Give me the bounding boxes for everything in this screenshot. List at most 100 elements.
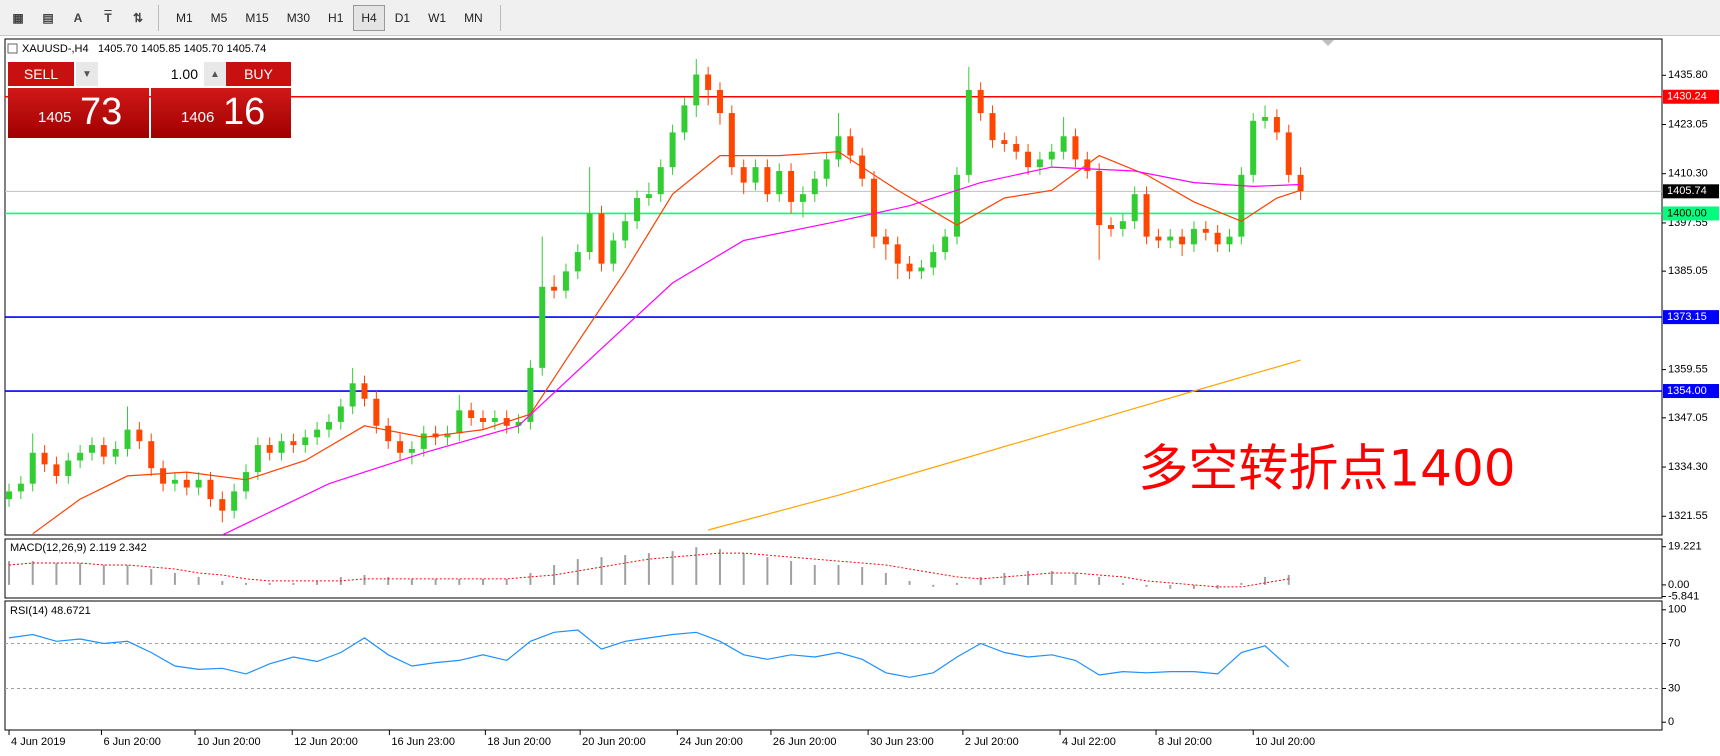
x-tick-label: 8 Jul 20:00 xyxy=(1158,736,1212,748)
y-tick-label: 1334.30 xyxy=(1668,461,1708,473)
lots-down[interactable]: ▼ xyxy=(76,62,98,86)
candle-body xyxy=(266,445,273,453)
x-tick-label: 4 Jun 2019 xyxy=(11,736,65,748)
symbol-icon xyxy=(7,43,18,54)
level-tag xyxy=(1663,384,1719,399)
tool-text[interactable]: A xyxy=(73,10,83,25)
candle-body xyxy=(1297,174,1304,192)
candle-body xyxy=(124,429,131,449)
tool-icon[interactable]: ▤ xyxy=(42,10,54,25)
candle-body xyxy=(314,429,321,438)
candle-body xyxy=(100,445,107,457)
candle-body xyxy=(183,479,190,488)
candle-body xyxy=(1036,159,1043,168)
candle-body xyxy=(112,448,119,457)
symbol-title: XAUUSD-,H4 xyxy=(22,43,89,55)
shift-marker xyxy=(1322,40,1334,46)
candle-body xyxy=(65,460,72,476)
candle-body xyxy=(17,483,24,492)
candle-body xyxy=(160,468,167,484)
candle-body xyxy=(835,136,842,160)
candle-body xyxy=(337,406,344,422)
timeframe-button[interactable]: D1 xyxy=(394,10,411,25)
sell-button[interactable]: SELL xyxy=(8,62,74,86)
tool-label[interactable]: T xyxy=(104,10,112,25)
candle-body xyxy=(953,174,960,237)
candle-body xyxy=(1025,151,1032,168)
candle-body xyxy=(325,421,332,430)
candle-body xyxy=(574,252,581,272)
candle-body xyxy=(1226,236,1233,245)
candle-body xyxy=(290,441,297,446)
candle-body xyxy=(1001,140,1008,144)
level-tag xyxy=(1663,310,1719,325)
candle-body xyxy=(1250,120,1257,175)
candle-body xyxy=(740,167,747,183)
lots-input[interactable]: 1.00 xyxy=(98,62,204,86)
timeframe-button[interactable]: M1 xyxy=(176,10,193,25)
timeframe-button[interactable]: W1 xyxy=(428,10,447,25)
layer xyxy=(5,59,1662,535)
y-tick-label: 100 xyxy=(1668,604,1686,616)
y-tick-label: 0 xyxy=(1668,716,1674,728)
candle-body xyxy=(847,136,854,156)
candle-body xyxy=(539,286,546,368)
candle-body xyxy=(586,213,593,253)
rsi-line xyxy=(8,629,1290,678)
timeframe-button[interactable]: M15 xyxy=(245,10,269,25)
candle-body xyxy=(1202,228,1209,233)
candle-body xyxy=(278,441,285,453)
buy-button[interactable]: BUY xyxy=(226,62,291,86)
annotation: 多空转折点1400 xyxy=(1138,440,1515,498)
bid-small: 1405 xyxy=(38,109,72,126)
timeframe-button[interactable]: M5 xyxy=(210,10,228,25)
tool-icon[interactable]: ⇅ xyxy=(132,10,144,25)
candle-body xyxy=(420,433,427,449)
candle-body xyxy=(243,472,250,492)
candle-body xyxy=(788,171,795,202)
x-tick-label: 4 Jul 22:00 xyxy=(1062,736,1116,748)
layer xyxy=(5,629,1662,689)
candle-body xyxy=(716,89,723,114)
candle-body xyxy=(302,437,309,446)
x-tick-label: 24 Jun 20:00 xyxy=(679,736,743,748)
candle-body xyxy=(681,105,688,133)
tool-icon[interactable]: ▦ xyxy=(12,10,24,25)
bid-box[interactable]: 1405 73 xyxy=(8,88,149,138)
candle-body xyxy=(965,89,972,175)
layer xyxy=(8,547,1290,589)
rsi-label: RSI(14) 48.6721 xyxy=(10,605,91,617)
timeframe-button[interactable]: MN xyxy=(464,10,483,25)
x-tick-label: 10 Jul 20:00 xyxy=(1255,736,1315,748)
timeframe-button[interactable]: H1 xyxy=(328,10,344,25)
timeframe-button[interactable]: H4 xyxy=(353,4,385,31)
y-tick-label: 1410.30 xyxy=(1668,168,1708,180)
y-tick-label: 19.221 xyxy=(1668,541,1702,553)
candle-body xyxy=(1179,236,1186,245)
candle-body xyxy=(930,252,937,268)
candle-body xyxy=(207,479,214,500)
lots-up[interactable]: ▲ xyxy=(204,62,226,86)
candle-body xyxy=(88,445,95,453)
candle-body xyxy=(977,89,984,114)
ask-box[interactable]: 1406 16 xyxy=(151,88,291,138)
timeframes: M1 M5 M15 M30 H1 H4 D1 W1 MN xyxy=(167,4,492,31)
candle-body xyxy=(1108,225,1115,229)
macd-panel xyxy=(4,538,1663,599)
level-label: 1373.15 xyxy=(1667,311,1707,323)
candle-body xyxy=(385,425,392,442)
x-tick-label: 2 Jul 20:00 xyxy=(965,736,1019,748)
level-label: 1400.00 xyxy=(1667,207,1707,219)
x-tick-label: 18 Jun 20:00 xyxy=(487,736,551,748)
y-tick-label: -5.841 xyxy=(1668,590,1699,602)
candle-body xyxy=(254,445,261,473)
timeframe-button[interactable]: M30 xyxy=(286,10,311,25)
candle-body xyxy=(77,452,84,461)
candle-body xyxy=(1155,236,1162,241)
candle-body xyxy=(764,167,771,195)
y-tick-label: 70 xyxy=(1668,637,1680,649)
separator xyxy=(499,4,501,31)
candle-body xyxy=(444,433,451,438)
candle-body xyxy=(148,441,155,469)
